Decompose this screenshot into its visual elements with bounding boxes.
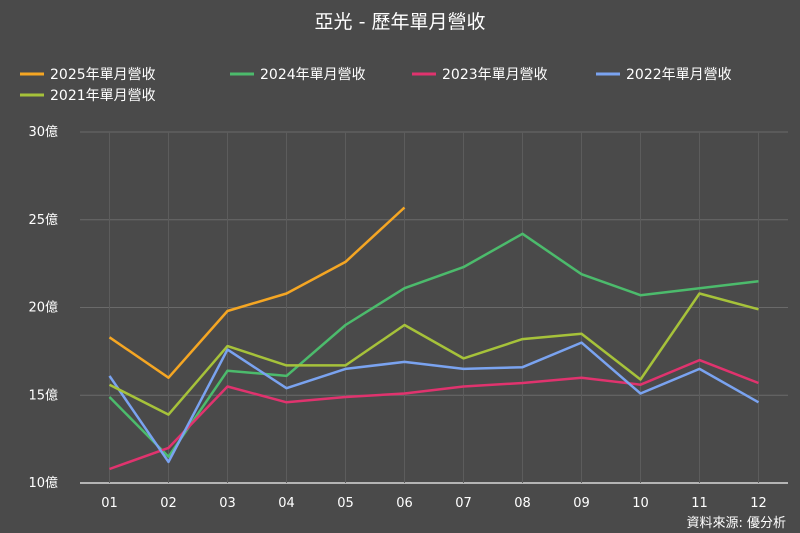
chart-title: 亞光 - 歷年單月營收 [315, 11, 486, 33]
x-tick-label: 05 [337, 496, 354, 511]
x-axis: 01 02 03 04 05 06 07 08 09 10 11 12 [101, 496, 767, 511]
legend: 2025年單月營收 2024年單月營收 2023年單月營收 2022年單月營收 2021… [20, 67, 732, 104]
x-tick-label: 11 [691, 496, 708, 511]
x-tick-label: 08 [514, 496, 531, 511]
x-tick-label: 04 [278, 496, 295, 511]
x-tick-label: 06 [396, 496, 413, 511]
x-tick-label: 12 [750, 496, 767, 511]
y-tick-label: 10億 [28, 475, 58, 491]
legend-label: 2024年單月營收 [260, 67, 366, 83]
series-line [108, 341, 760, 464]
x-tick-label: 07 [455, 496, 472, 511]
grid [80, 131, 788, 484]
legend-label: 2021年單月營收 [50, 88, 156, 104]
y-tick-label: 15億 [28, 387, 58, 403]
x-tick-label: 09 [573, 496, 590, 511]
x-tick-label: 03 [219, 496, 236, 511]
series-line [108, 232, 759, 458]
y-tick-label: 20億 [28, 300, 58, 316]
x-tick-label: 02 [160, 496, 177, 511]
source-note: 資料來源: 優分析 [686, 516, 786, 531]
y-tick-label: 25億 [28, 212, 58, 228]
x-tick-label: 10 [632, 496, 649, 511]
y-axis: 10億 15億 20億 25億 30億 [28, 124, 58, 491]
series-line [109, 358, 759, 471]
legend-label: 2023年單月營收 [442, 67, 548, 83]
y-tick-label: 30億 [28, 124, 58, 140]
series-lines [108, 206, 760, 471]
legend-label: 2022年單月營收 [626, 67, 732, 83]
x-tick-label: 01 [101, 496, 118, 511]
series-line [108, 292, 759, 416]
legend-label: 2025年單月營收 [50, 67, 156, 83]
series-line [108, 206, 406, 379]
